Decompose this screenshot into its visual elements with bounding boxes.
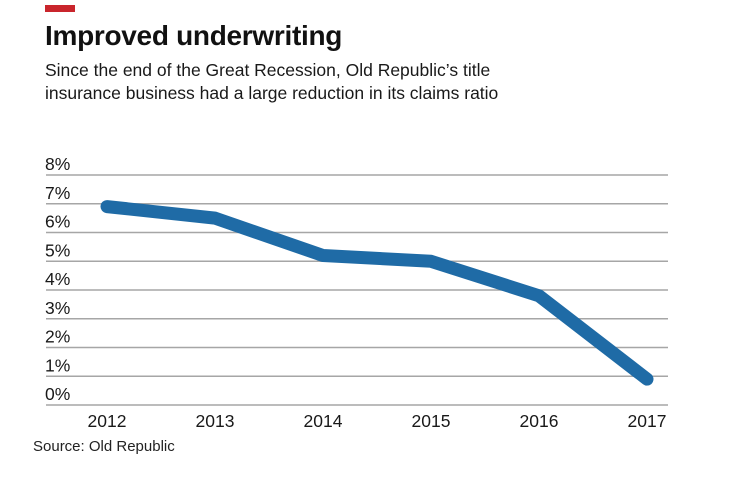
x-tick-label: 2015 [412, 411, 451, 431]
y-tick-label: 8% [45, 154, 70, 174]
data-line [100, 200, 654, 386]
y-tick-label: 4% [45, 269, 70, 289]
y-tick-label: 5% [45, 240, 70, 260]
y-tick-label: 6% [45, 212, 70, 232]
x-tick-label: 2013 [196, 411, 235, 431]
chart-subtitle-line-2: insurance business had a large reduction… [45, 82, 499, 103]
x-tick-label: 2014 [304, 411, 343, 431]
source-note: Source: Old Republic [33, 438, 175, 455]
x-tick-label: 2017 [628, 411, 667, 431]
y-tick-label: 2% [45, 327, 70, 347]
x-tick-label: 2012 [88, 411, 127, 431]
x-tick-label: 2016 [520, 411, 559, 431]
y-tick-label: 1% [45, 355, 70, 375]
chart-title: Improved underwriting [45, 20, 343, 51]
chart-subtitle-line-1: Since the end of the Great Recession, Ol… [45, 60, 491, 80]
y-tick-label: 0% [45, 384, 70, 404]
accent-dash [45, 5, 75, 12]
y-tick-label: 3% [45, 298, 70, 318]
chart-subtitle: Since the end of the Great Recession, Ol… [45, 59, 498, 104]
y-tick-label: 7% [45, 183, 70, 203]
